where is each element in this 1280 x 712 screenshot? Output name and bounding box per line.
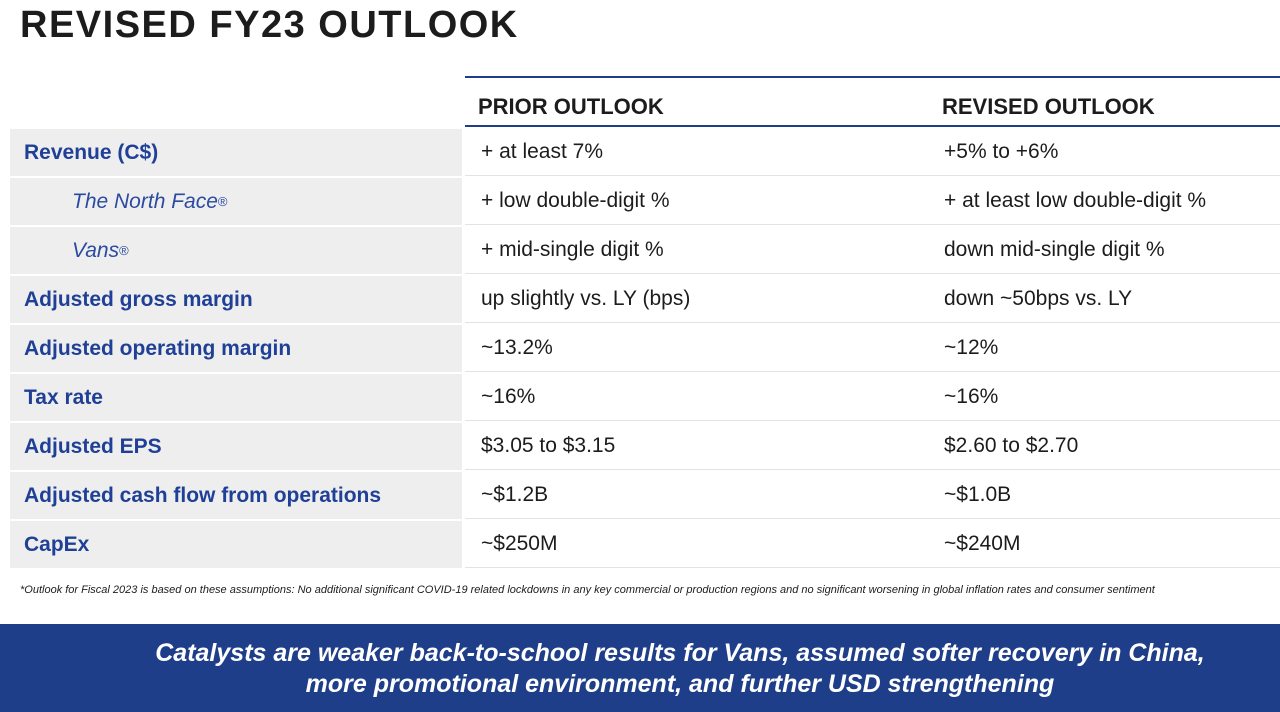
banner-line-1: Catalysts are weaker back-to-school resu… [155, 639, 1205, 667]
catalyst-banner: Catalysts are weaker back-to-school resu… [0, 624, 1280, 712]
row-label: The North Face ® [10, 178, 462, 225]
row-label: Revenue (C$) [10, 129, 462, 176]
table-row: CapEx ~$250M ~$240M [10, 521, 1280, 568]
prior-value: ~13.2% [465, 325, 929, 372]
prior-value: ~16% [465, 374, 929, 421]
registered-mark: ® [217, 194, 228, 209]
revised-value: ~12% [929, 325, 1280, 372]
table-row: Adjusted operating margin ~13.2% ~12% [10, 325, 1280, 372]
revised-value: +5% to +6% [929, 129, 1280, 176]
prior-value: + at least 7% [465, 129, 929, 176]
row-label: Adjusted EPS [10, 423, 462, 470]
table-row: Tax rate ~16% ~16% [10, 374, 1280, 421]
table-row: Adjusted EPS $3.05 to $3.15 $2.60 to $2.… [10, 423, 1280, 470]
row-label: Adjusted gross margin [10, 276, 462, 323]
prior-value: + mid-single digit % [465, 227, 929, 274]
revised-value: down mid-single digit % [929, 227, 1280, 274]
revised-value: + at least low double-digit % [929, 178, 1280, 225]
revised-value: ~$1.0B [929, 472, 1280, 519]
registered-mark: ® [119, 243, 129, 258]
prior-value: $3.05 to $3.15 [465, 423, 929, 470]
revised-value: ~$240M [929, 521, 1280, 568]
row-label: Adjusted operating margin [10, 325, 462, 372]
prior-value: ~$250M [465, 521, 929, 568]
table-row: The North Face ® + low double-digit % + a… [10, 178, 1280, 225]
revised-value: $2.60 to $2.70 [929, 423, 1280, 470]
row-label: Tax rate [10, 374, 462, 421]
prior-value: ~$1.2B [465, 472, 929, 519]
table-row: Vans ® + mid-single digit % down mid-sing… [10, 227, 1280, 274]
banner-text: Catalysts are weaker back-to-school resu… [90, 638, 1270, 700]
revised-value: down ~50bps vs. LY [929, 276, 1280, 323]
column-header-revised: REVISED OUTLOOK [942, 94, 1155, 119]
header-rule-top [465, 76, 1280, 78]
footnote: *Outlook for Fiscal 2023 is based on the… [20, 584, 1155, 596]
prior-value: up slightly vs. LY (bps) [465, 276, 929, 323]
banner-line-2: more promotional environment, and furthe… [305, 670, 1055, 698]
outlook-table: Revenue (C$) + at least 7% +5% to +6% Th… [10, 129, 1280, 570]
prior-value: + low double-digit % [465, 178, 929, 225]
row-label: CapEx [10, 521, 462, 568]
column-header-prior: PRIOR OUTLOOK [478, 94, 664, 119]
table-row: Revenue (C$) + at least 7% +5% to +6% [10, 129, 1280, 176]
row-label: Adjusted cash flow from operations [10, 472, 462, 519]
header-rule-bottom [465, 125, 1280, 127]
row-label: Vans ® [10, 227, 462, 274]
page-title: REVISED FY23 OUTLOOK [20, 4, 519, 46]
table-row: Adjusted cash flow from operations ~$1.2… [10, 472, 1280, 519]
revised-value: ~16% [929, 374, 1280, 421]
table-row: Adjusted gross margin up slightly vs. LY… [10, 276, 1280, 323]
